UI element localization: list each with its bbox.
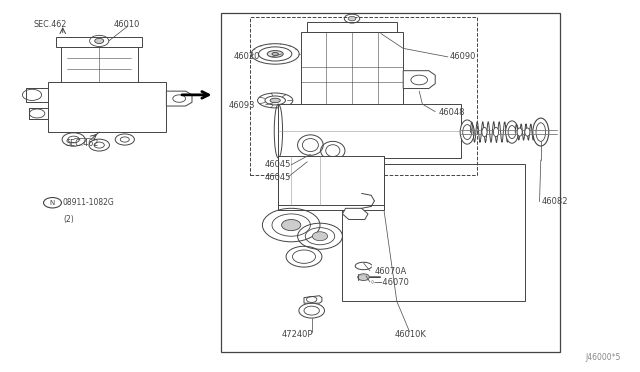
Text: SEC.462: SEC.462 bbox=[65, 139, 99, 148]
Ellipse shape bbox=[532, 118, 548, 146]
Text: 46045: 46045 bbox=[264, 160, 291, 169]
Text: ◦—46070: ◦—46070 bbox=[370, 278, 410, 287]
Bar bbox=[221, 13, 560, 352]
Ellipse shape bbox=[493, 127, 499, 137]
Text: 46093: 46093 bbox=[229, 101, 255, 110]
Polygon shape bbox=[166, 91, 192, 106]
Ellipse shape bbox=[460, 120, 474, 144]
Text: 46048: 46048 bbox=[439, 108, 465, 117]
Text: 46020: 46020 bbox=[234, 52, 260, 61]
Ellipse shape bbox=[272, 52, 278, 55]
Text: SEC.462: SEC.462 bbox=[34, 20, 67, 29]
Polygon shape bbox=[304, 296, 322, 303]
Polygon shape bbox=[61, 46, 138, 84]
Polygon shape bbox=[342, 208, 368, 219]
Text: 46010K: 46010K bbox=[395, 330, 427, 339]
Polygon shape bbox=[403, 71, 435, 89]
Polygon shape bbox=[307, 22, 397, 32]
Text: 46045: 46045 bbox=[264, 173, 291, 182]
Ellipse shape bbox=[268, 51, 283, 57]
Text: 08911-1082G: 08911-1082G bbox=[62, 198, 114, 207]
Circle shape bbox=[282, 219, 301, 231]
Polygon shape bbox=[56, 37, 142, 46]
Polygon shape bbox=[48, 82, 166, 132]
Polygon shape bbox=[278, 156, 384, 210]
Text: 46010: 46010 bbox=[114, 20, 140, 29]
Circle shape bbox=[358, 274, 369, 280]
Circle shape bbox=[95, 38, 104, 44]
Text: 47240P: 47240P bbox=[282, 330, 313, 339]
Ellipse shape bbox=[517, 128, 522, 136]
Circle shape bbox=[312, 232, 328, 241]
Bar bbox=[342, 164, 525, 301]
Ellipse shape bbox=[482, 127, 487, 137]
Ellipse shape bbox=[506, 121, 518, 143]
Ellipse shape bbox=[270, 98, 280, 103]
Text: 46090: 46090 bbox=[450, 52, 476, 61]
Text: 46070A: 46070A bbox=[374, 267, 406, 276]
Polygon shape bbox=[301, 32, 403, 104]
Circle shape bbox=[348, 16, 356, 21]
Ellipse shape bbox=[525, 128, 530, 136]
Polygon shape bbox=[278, 104, 461, 158]
Bar bbox=[250, 17, 477, 175]
Text: J46000*5: J46000*5 bbox=[586, 353, 621, 362]
Text: (2): (2) bbox=[63, 215, 74, 224]
Text: 46082: 46082 bbox=[542, 198, 568, 206]
Text: N: N bbox=[50, 200, 55, 206]
